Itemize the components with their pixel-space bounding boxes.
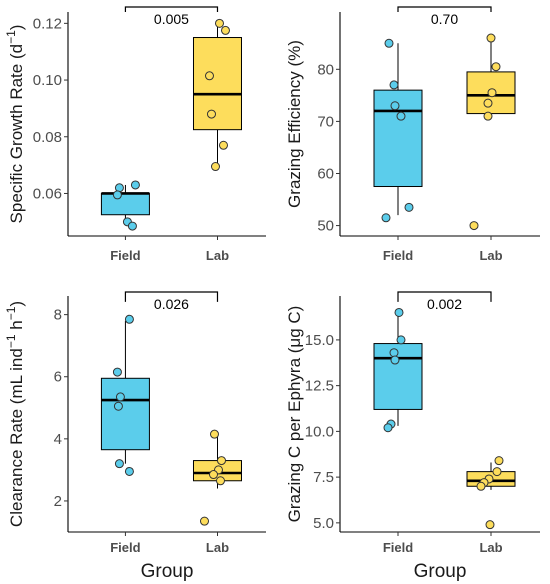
data-point xyxy=(206,109,216,119)
data-point xyxy=(208,470,218,480)
data-point xyxy=(214,18,224,28)
y-axis-title: Clearance Rate (mL ind−1 h−1) xyxy=(4,301,26,527)
p-value-label: 0.026 xyxy=(154,296,189,312)
data-point xyxy=(114,459,124,469)
data-point xyxy=(218,140,228,150)
box-lab xyxy=(192,18,242,172)
x-tick-label: Lab xyxy=(479,248,502,263)
chart-panel-1: 0.06 0.08 0.10 0.12 Field Lab Specific Growth … xyxy=(4,6,266,263)
box-iqr xyxy=(100,192,150,216)
y-tick-label: 8 xyxy=(54,307,62,324)
data-point xyxy=(389,348,399,358)
data-point xyxy=(199,516,209,526)
data-point xyxy=(383,423,393,433)
y-tick-label: 0.08 xyxy=(33,129,62,146)
p-value-label: 0.005 xyxy=(154,11,189,27)
y-tick-label: 0.12 xyxy=(33,15,62,32)
data-point xyxy=(113,401,123,411)
data-point xyxy=(115,392,125,402)
data-point xyxy=(486,33,496,43)
p-value-label: 0.70 xyxy=(431,11,458,27)
y-tick-label: 70 xyxy=(317,113,334,130)
y-tick-label: 50 xyxy=(317,218,334,235)
data-point xyxy=(485,520,495,530)
x-tick-label: Lab xyxy=(206,540,229,555)
data-point xyxy=(124,466,134,476)
data-point xyxy=(209,429,219,439)
data-point xyxy=(396,111,406,121)
significance-bracket xyxy=(124,6,219,12)
data-point xyxy=(487,88,497,98)
significance-bracket xyxy=(124,291,219,302)
data-point xyxy=(476,481,486,491)
y-tick-label: 7.5 xyxy=(313,469,334,486)
y-tick-label: 60 xyxy=(317,165,334,182)
data-point xyxy=(389,80,399,90)
box-field xyxy=(373,38,423,223)
data-point xyxy=(396,335,406,345)
y-tick-label: 4 xyxy=(54,431,62,448)
y-axis-title: Grazing C per Ephyra (μg C) xyxy=(285,306,304,523)
box-lab xyxy=(192,429,242,526)
data-point xyxy=(130,180,140,190)
y-tick-label: 2 xyxy=(54,493,62,510)
x-tick-label: Field xyxy=(110,248,140,263)
y-axis-title: Specific Growth Rate (d−1) xyxy=(4,25,26,224)
data-point xyxy=(494,456,504,466)
data-point xyxy=(216,456,226,466)
box-lab xyxy=(466,456,516,530)
box-field xyxy=(100,314,150,476)
y-tick-label: 6 xyxy=(54,369,62,386)
data-point xyxy=(390,101,400,111)
x-axis-title: Group xyxy=(414,561,467,582)
box-field xyxy=(373,307,423,433)
data-point xyxy=(384,38,394,48)
data-point xyxy=(215,476,225,486)
data-point xyxy=(204,71,214,81)
y-tick-label: 10.0 xyxy=(305,423,334,440)
box-iqr xyxy=(192,37,242,131)
chart-panel-4: 5.0 7.5 10.0 12.5 15.0 Field Lab Group Grazing C… xyxy=(285,291,540,582)
data-point xyxy=(491,62,501,72)
y-tick-label: 0.10 xyxy=(33,72,62,89)
data-point xyxy=(483,111,493,121)
x-tick-label: Lab xyxy=(206,248,229,263)
x-tick-label: Lab xyxy=(479,540,502,555)
y-tick-label: 15.0 xyxy=(305,332,334,349)
y-tick-label: 0.06 xyxy=(33,185,62,202)
significance-bracket xyxy=(397,291,492,302)
data-point xyxy=(483,98,493,108)
x-axis-title: Group xyxy=(141,561,194,582)
y-tick-label: 80 xyxy=(317,61,334,78)
box-iqr xyxy=(100,377,150,451)
x-tick-label: Field xyxy=(383,248,413,263)
data-point xyxy=(492,467,502,477)
y-tick-label: 12.5 xyxy=(305,378,334,395)
y-axis-title: Grazing Efficiency (%) xyxy=(285,40,304,208)
y-tick-label: 5.0 xyxy=(313,515,334,532)
data-point xyxy=(220,25,230,35)
data-point xyxy=(394,307,404,317)
x-tick-label: Field xyxy=(110,540,140,555)
chart-panel-3: 2 4 6 8 Field Lab Group Clearance Rate (mL ind−… xyxy=(4,291,266,582)
data-point xyxy=(469,221,479,231)
data-point xyxy=(390,355,400,365)
p-value-label: 0.002 xyxy=(427,296,462,312)
x-tick-label: Field xyxy=(383,540,413,555)
data-point xyxy=(124,314,134,324)
data-point xyxy=(112,367,122,377)
significance-bracket xyxy=(397,6,492,12)
data-point xyxy=(404,202,414,212)
box-field xyxy=(100,180,150,231)
box-lab xyxy=(466,33,516,231)
data-point xyxy=(127,221,137,231)
chart-panel-2: 50 60 70 80 Field Lab Grazing Efficiency (%) 0.… xyxy=(285,6,540,263)
data-point xyxy=(381,213,391,223)
data-point xyxy=(112,190,122,200)
data-point xyxy=(210,162,220,172)
